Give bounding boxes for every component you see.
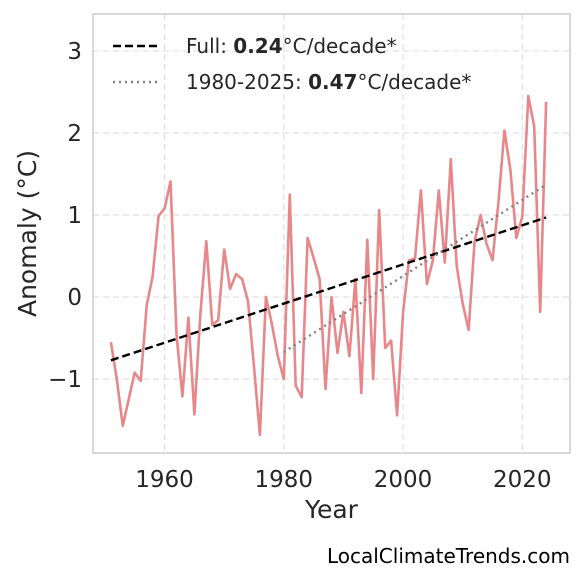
y-tick-label: 3 xyxy=(67,39,82,65)
x-tick-label: 2000 xyxy=(374,467,433,493)
y-tick-label: 1 xyxy=(67,203,82,229)
x-tick-label: 2020 xyxy=(493,467,552,493)
y-tick-label: 0 xyxy=(67,285,82,311)
series-layer xyxy=(109,94,548,437)
x-tick-label: 1980 xyxy=(255,467,314,493)
y-axis-label: Anomaly (°C) xyxy=(13,150,42,317)
y-tick-label: 2 xyxy=(67,121,82,147)
x-axis-label: Year xyxy=(304,495,359,524)
y-ticks: −1 0 1 2 3 xyxy=(48,39,82,393)
legend-entry: 1980-2025: 0.47°C/decade* xyxy=(186,70,471,94)
trend-line-1 xyxy=(110,216,547,362)
legend-entry: Full: 0.24°C/decade* xyxy=(186,34,397,58)
legend: Full: 0.24°C/decade* 1980-2025: 0.47°C/de… xyxy=(113,34,471,94)
trend-line-2 xyxy=(283,183,547,354)
plot-frame xyxy=(92,13,571,454)
x-ticks: 1960 1980 2000 2020 xyxy=(135,467,551,493)
x-tick-label: 1960 xyxy=(135,467,194,493)
anomaly-series-line xyxy=(109,94,548,437)
y-tick-label: −1 xyxy=(48,367,82,393)
watermark-text: LocalClimateTrends.com xyxy=(326,544,570,568)
